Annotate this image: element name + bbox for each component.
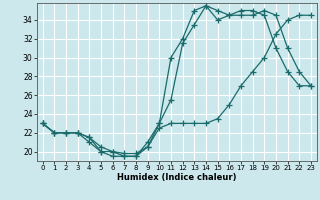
X-axis label: Humidex (Indice chaleur): Humidex (Indice chaleur) xyxy=(117,173,236,182)
